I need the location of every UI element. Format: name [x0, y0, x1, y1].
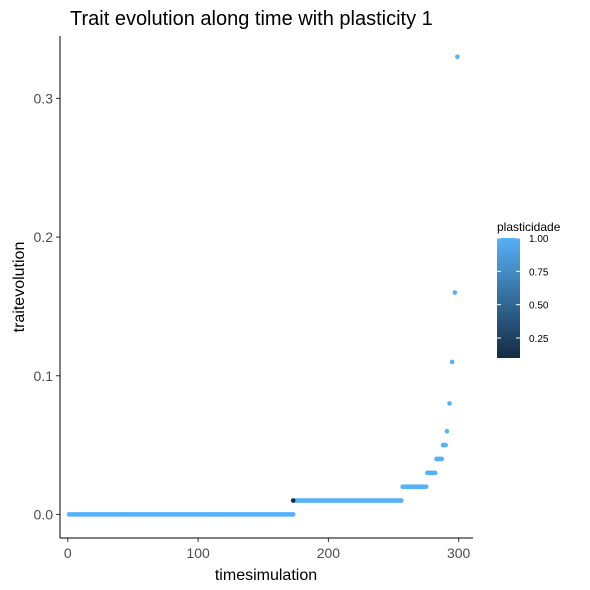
colorbar [497, 238, 520, 358]
y-tick-label: 0.2 [34, 229, 54, 245]
chart-title: Trait evolution along time with plastici… [70, 8, 433, 30]
y-tick-label: 0.3 [34, 90, 54, 106]
data-point [455, 55, 460, 60]
data-point [447, 401, 452, 406]
data-point [450, 360, 455, 365]
data-point [439, 457, 444, 462]
colorbar-tick-label: 0.75 [529, 267, 549, 278]
data-point [424, 484, 429, 489]
data-point [433, 471, 438, 476]
y-axis-ticks: 0.0 0.1 0.2 0.3 [34, 90, 60, 522]
colorbar-tick-label: 0.50 [529, 301, 549, 312]
data-point [445, 429, 450, 434]
x-tick-label: 300 [447, 545, 471, 561]
data-point [452, 290, 457, 295]
data-point [399, 498, 404, 503]
x-tick-label: 200 [317, 545, 341, 561]
data-point [443, 443, 448, 448]
x-axis-title: timesimulation [215, 567, 317, 584]
data-points [67, 55, 460, 517]
colorbar-tick-label: 1.00 [529, 234, 549, 245]
data-point [291, 498, 296, 503]
x-tick-label: 0 [64, 545, 72, 561]
legend: plasticidade 0.25 0.50 0.75 1.00 [497, 220, 561, 358]
y-axis-title: traitevolution [11, 242, 28, 333]
legend-title: plasticidade [497, 220, 561, 234]
x-tick-label: 100 [186, 545, 210, 561]
data-point [291, 512, 296, 517]
y-tick-label: 0.0 [34, 506, 54, 522]
colorbar-tick-label: 0.25 [529, 334, 549, 345]
x-axis-ticks: 0 100 200 300 [64, 538, 471, 561]
y-tick-label: 0.1 [34, 368, 54, 384]
